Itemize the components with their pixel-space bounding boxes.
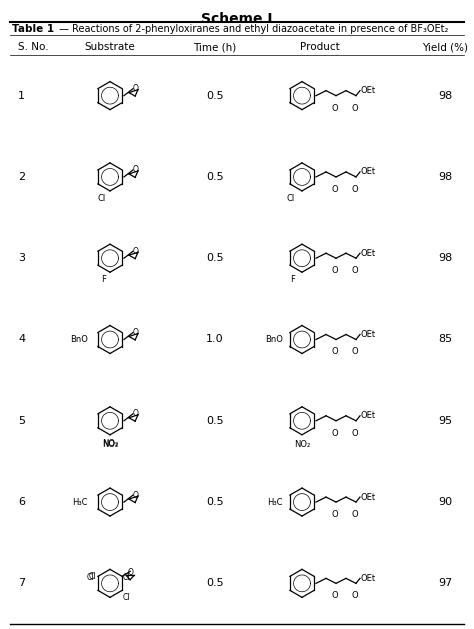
Text: 1.0: 1.0 xyxy=(206,335,224,345)
Text: 7: 7 xyxy=(18,578,25,588)
Text: O: O xyxy=(332,185,338,194)
Text: OEt: OEt xyxy=(361,493,376,501)
Text: Cl: Cl xyxy=(287,194,295,203)
Text: Scheme I: Scheme I xyxy=(201,12,273,26)
Text: 0.5: 0.5 xyxy=(206,172,224,182)
Text: 98: 98 xyxy=(438,253,452,263)
Text: O: O xyxy=(352,347,358,357)
Text: O: O xyxy=(352,185,358,194)
Text: H₃C: H₃C xyxy=(267,498,283,506)
Text: OEt: OEt xyxy=(361,574,376,583)
Text: O: O xyxy=(132,84,138,93)
Text: Table 1: Table 1 xyxy=(12,24,54,34)
Text: O: O xyxy=(352,266,358,276)
Text: Product: Product xyxy=(300,42,340,52)
Text: S. No.: S. No. xyxy=(18,42,49,52)
Text: 0.5: 0.5 xyxy=(206,497,224,507)
Text: O: O xyxy=(132,491,138,499)
Text: O: O xyxy=(132,247,138,255)
Text: 0.5: 0.5 xyxy=(206,416,224,426)
Text: 2: 2 xyxy=(18,172,25,182)
Text: 85: 85 xyxy=(438,335,452,345)
Text: O: O xyxy=(352,591,358,600)
Text: 0.5: 0.5 xyxy=(206,578,224,588)
Text: Yield (%): Yield (%) xyxy=(422,42,468,52)
Text: O: O xyxy=(332,104,338,113)
Text: 4: 4 xyxy=(18,335,25,345)
Text: O: O xyxy=(332,591,338,600)
Text: Cl: Cl xyxy=(123,573,131,582)
Text: O: O xyxy=(132,165,138,174)
Text: O: O xyxy=(127,568,133,577)
Text: 98: 98 xyxy=(438,172,452,182)
Text: Cl: Cl xyxy=(123,593,131,603)
Text: 5: 5 xyxy=(18,416,25,426)
Text: 98: 98 xyxy=(438,91,452,101)
Text: 0.5: 0.5 xyxy=(206,91,224,101)
Text: NO₂: NO₂ xyxy=(294,440,310,448)
Text: Cl: Cl xyxy=(86,573,94,582)
Text: F: F xyxy=(290,276,295,284)
Text: NO₂: NO₂ xyxy=(102,439,118,448)
Text: O: O xyxy=(332,510,338,519)
Text: O: O xyxy=(332,429,338,438)
Text: O: O xyxy=(352,510,358,519)
Text: O: O xyxy=(352,429,358,438)
Text: O: O xyxy=(132,328,138,337)
Text: Substrate: Substrate xyxy=(85,42,136,52)
Text: Cl: Cl xyxy=(98,194,106,203)
Text: 3: 3 xyxy=(18,253,25,263)
Text: OEt: OEt xyxy=(361,86,376,95)
Text: BnO: BnO xyxy=(265,335,283,344)
Text: 95: 95 xyxy=(438,416,452,426)
Text: OEt: OEt xyxy=(361,248,376,258)
Text: Time (h): Time (h) xyxy=(193,42,237,52)
Text: OEt: OEt xyxy=(361,411,376,420)
Text: — Reactions of 2-phenyloxiranes and ethyl diazoacetate in presence of BF₃OEt₂: — Reactions of 2-phenyloxiranes and ethy… xyxy=(56,24,448,34)
Text: OEt: OEt xyxy=(361,167,376,176)
Text: F: F xyxy=(101,276,106,284)
Text: NO₂: NO₂ xyxy=(102,440,118,448)
Text: O: O xyxy=(332,347,338,357)
Text: O: O xyxy=(132,409,138,418)
Text: O: O xyxy=(352,104,358,113)
Text: 90: 90 xyxy=(438,497,452,507)
Text: O: O xyxy=(332,266,338,276)
Text: 0.5: 0.5 xyxy=(206,253,224,263)
Text: 6: 6 xyxy=(18,497,25,507)
Text: OEt: OEt xyxy=(361,330,376,339)
Text: Cl: Cl xyxy=(88,572,96,581)
Text: BnO: BnO xyxy=(70,335,88,344)
Text: 97: 97 xyxy=(438,578,452,588)
Text: H₃C: H₃C xyxy=(73,498,88,506)
Text: 1: 1 xyxy=(18,91,25,101)
